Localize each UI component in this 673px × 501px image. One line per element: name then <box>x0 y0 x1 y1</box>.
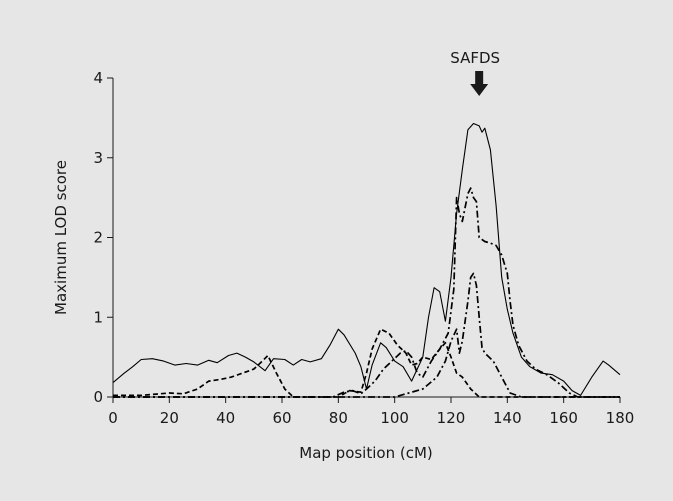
tick-group: 0 20 40 60 80 100 120 140 160 180 0 1 2 3 4 <box>93 69 634 427</box>
x-tick-label: 100 <box>380 409 409 427</box>
series-line-4 <box>113 272 620 398</box>
x-tick-label: 120 <box>437 409 466 427</box>
y-tick-label: 4 <box>93 69 103 87</box>
series-line-1 <box>112 122 621 396</box>
x-tick-label: 20 <box>160 409 179 427</box>
chart-axes <box>112 78 620 398</box>
x-axis-title: Map position (cM) <box>299 444 433 462</box>
series-line-2 <box>113 328 620 398</box>
x-tick-label: 80 <box>329 409 348 427</box>
x-tick-label: 40 <box>216 409 235 427</box>
y-tick-label: 1 <box>93 308 103 326</box>
x-tick-label: 60 <box>272 409 291 427</box>
y-tick-label: 2 <box>93 229 103 247</box>
y-tick-label: 0 <box>93 388 103 406</box>
y-tick-label: 3 <box>93 149 103 167</box>
series-line-3 <box>113 187 620 398</box>
y-axis-title: Maximum LOD score <box>52 160 70 315</box>
x-tick-label: 140 <box>493 409 522 427</box>
x-tick-label: 160 <box>549 409 578 427</box>
annotation-label: SAFDS <box>450 49 500 67</box>
x-tick-label: 180 <box>606 409 635 427</box>
down-arrow-icon <box>470 71 489 96</box>
x-tick-label: 0 <box>108 409 118 427</box>
series-layer <box>112 122 621 398</box>
